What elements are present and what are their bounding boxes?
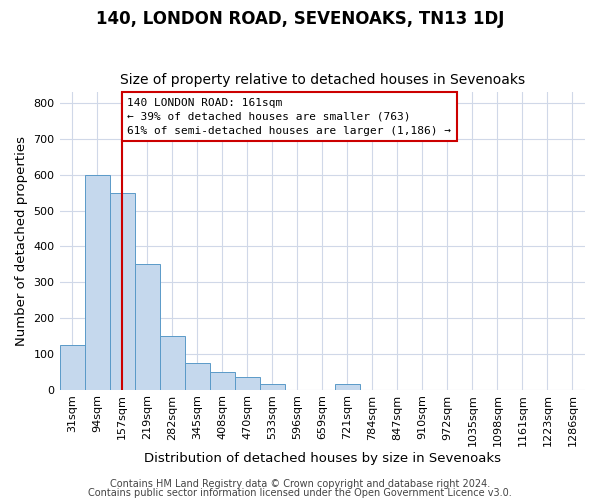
Text: 140, LONDON ROAD, SEVENOAKS, TN13 1DJ: 140, LONDON ROAD, SEVENOAKS, TN13 1DJ: [96, 10, 504, 28]
Text: Contains public sector information licensed under the Open Government Licence v3: Contains public sector information licen…: [88, 488, 512, 498]
Bar: [260, 384, 285, 390]
Title: Size of property relative to detached houses in Sevenoaks: Size of property relative to detached ho…: [120, 73, 525, 87]
Bar: [85, 174, 110, 390]
Bar: [335, 384, 360, 390]
Bar: [59, 345, 85, 390]
Bar: [235, 377, 260, 390]
Bar: [209, 372, 235, 390]
Bar: [134, 264, 160, 390]
Bar: [110, 192, 134, 390]
Text: 140 LONDON ROAD: 161sqm
← 39% of detached houses are smaller (763)
61% of semi-d: 140 LONDON ROAD: 161sqm ← 39% of detache…: [127, 98, 451, 136]
Bar: [185, 362, 209, 390]
X-axis label: Distribution of detached houses by size in Sevenoaks: Distribution of detached houses by size …: [144, 452, 501, 465]
Bar: [160, 336, 185, 390]
Y-axis label: Number of detached properties: Number of detached properties: [15, 136, 28, 346]
Text: Contains HM Land Registry data © Crown copyright and database right 2024.: Contains HM Land Registry data © Crown c…: [110, 479, 490, 489]
